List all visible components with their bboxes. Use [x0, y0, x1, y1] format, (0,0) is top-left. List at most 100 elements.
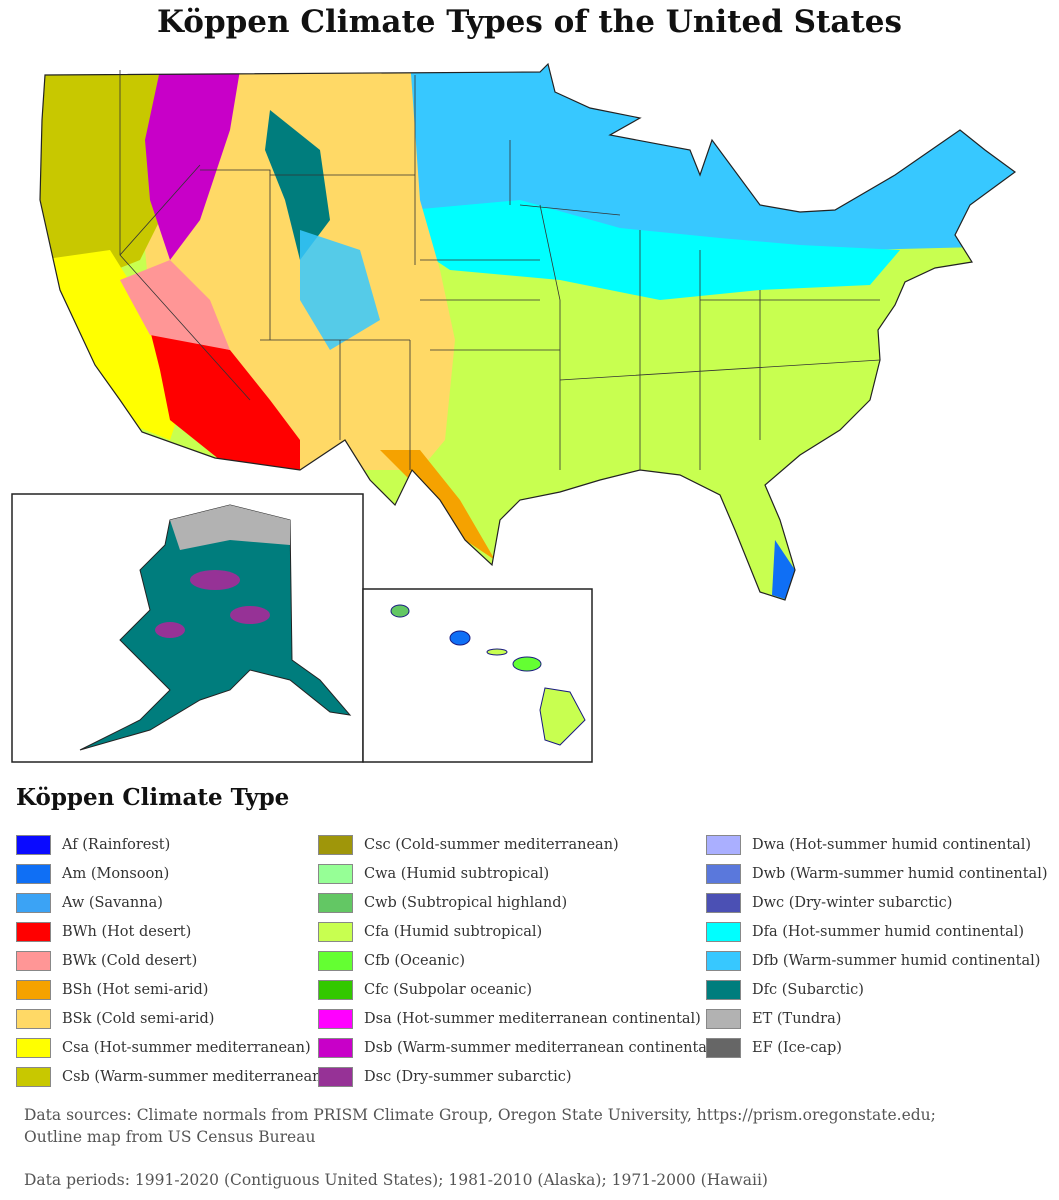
legend-item: Cwb (Subtropical highland) — [318, 888, 717, 917]
legend-label: Cwb (Subtropical highland) — [364, 894, 568, 911]
legend-label: Am (Monsoon) — [62, 865, 170, 882]
legend-label: BWh (Hot desert) — [62, 923, 192, 940]
legend-swatch — [318, 1008, 353, 1029]
legend-swatch — [706, 1037, 741, 1058]
legend-item: Dwa (Hot-summer humid continental) — [706, 830, 1048, 859]
legend-label: BWk (Cold desert) — [62, 952, 198, 969]
region-dfc — [265, 110, 330, 260]
legend-item: Dwc (Dry-winter subarctic) — [706, 888, 1048, 917]
legend-label: Cfa (Humid subtropical) — [364, 923, 543, 940]
legend-item: Cfc (Subpolar oceanic) — [318, 975, 717, 1004]
legend-item: Am (Monsoon) — [16, 859, 327, 888]
data-sources: Data sources: Climate normals from PRISM… — [24, 1106, 936, 1124]
legend-swatch — [318, 950, 353, 971]
map-title: Köppen Climate Types of the United State… — [157, 4, 902, 40]
legend-item: Dsc (Dry-summer subarctic) — [318, 1062, 717, 1091]
legend-label: Af (Rainforest) — [62, 836, 171, 853]
legend-label: BSh (Hot semi-arid) — [62, 981, 209, 998]
legend-item: BSk (Cold semi-arid) — [16, 1004, 327, 1033]
legend-label: Aw (Savanna) — [62, 894, 163, 911]
legend-swatch — [16, 863, 51, 884]
legend-item: ET (Tundra) — [706, 1004, 1048, 1033]
legend-label: Cfc (Subpolar oceanic) — [364, 981, 533, 998]
legend-item: Dsa (Hot-summer mediterranean continenta… — [318, 1004, 717, 1033]
legend-swatch — [318, 863, 353, 884]
legend-column: Af (Rainforest) Am (Monsoon) Aw (Savanna) B… — [16, 830, 327, 1091]
legend-swatch — [706, 950, 741, 971]
legend-item: Csc (Cold-summer mediterranean) — [318, 830, 717, 859]
legend-swatch — [318, 834, 353, 855]
legend-swatch — [16, 1037, 51, 1058]
legend-label: Csa (Hot-summer mediterranean) — [62, 1039, 311, 1056]
legend-label: Dsb (Warm-summer mediterranean continent… — [364, 1039, 718, 1056]
legend-swatch — [318, 979, 353, 1000]
legend-item: BSh (Hot semi-arid) — [16, 975, 327, 1004]
region-csa — [40, 250, 190, 440]
legend-item: BWk (Cold desert) — [16, 946, 327, 975]
legend-swatch — [706, 921, 741, 942]
legend-label: Csb (Warm-summer mediterranean) — [62, 1068, 328, 1085]
legend-swatch — [16, 1008, 51, 1029]
legend-swatch — [16, 892, 51, 913]
legend-title: Köppen Climate Type — [16, 784, 290, 811]
legend-item: EF (Ice-cap) — [706, 1033, 1048, 1062]
legend-label: Cfb (Oceanic) — [364, 952, 465, 969]
legend-label: Dfa (Hot-summer humid continental) — [752, 923, 1025, 940]
legend-item: BWh (Hot desert) — [16, 917, 327, 946]
legend-swatch — [318, 1037, 353, 1058]
legend-label: Dsc (Dry-summer subarctic) — [364, 1068, 572, 1085]
legend-label: Dfb (Warm-summer humid continental) — [752, 952, 1041, 969]
legend-swatch — [318, 921, 353, 942]
alaska — [79, 504, 352, 751]
legend-label: Csc (Cold-summer mediterranean) — [364, 836, 619, 853]
legend-column: Dwa (Hot-summer humid continental) Dwb (W… — [706, 830, 1048, 1062]
legend-label: EF (Ice-cap) — [752, 1039, 842, 1056]
legend-column: Csc (Cold-summer mediterranean) Cwa (Humi… — [318, 830, 717, 1091]
legend-swatch — [706, 979, 741, 1000]
legend-swatch — [706, 834, 741, 855]
legend-item: Dfa (Hot-summer humid continental) — [706, 917, 1048, 946]
legend-item: Dwb (Warm-summer humid continental) — [706, 859, 1048, 888]
legend-label: Dfc (Subarctic) — [752, 981, 864, 998]
legend-label: Dwb (Warm-summer humid continental) — [752, 865, 1048, 882]
legend-item: Dsb (Warm-summer mediterranean continent… — [318, 1033, 717, 1062]
region-dfa — [410, 200, 900, 300]
legend-item: Cfb (Oceanic) — [318, 946, 717, 975]
legend-label: Dwc (Dry-winter subarctic) — [752, 894, 953, 911]
region-dsb — [145, 70, 240, 260]
legend-item: Cfa (Humid subtropical) — [318, 917, 717, 946]
region-dfb-rockies — [300, 230, 380, 350]
alaska-tundra — [170, 505, 290, 550]
region-bwh — [150, 330, 300, 470]
legend-item: Csa (Hot-summer mediterranean) — [16, 1033, 327, 1062]
hawaii-islands — [390, 604, 586, 746]
legend-item: Af (Rainforest) — [16, 830, 327, 859]
legend-item: Csb (Warm-summer mediterranean) — [16, 1062, 327, 1091]
legend-swatch — [16, 1066, 51, 1087]
legend-label: Cwa (Humid subtropical) — [364, 865, 550, 882]
outline-source: Outline map from US Census Bureau — [24, 1128, 316, 1146]
legend-swatch — [706, 863, 741, 884]
legend-swatch — [16, 979, 51, 1000]
legend-item: Aw (Savanna) — [16, 888, 327, 917]
alaska-dsc — [155, 570, 270, 638]
legend-item: Dfb (Warm-summer humid continental) — [706, 946, 1048, 975]
legend-label: Dsa (Hot-summer mediterranean continenta… — [364, 1010, 701, 1027]
legend-swatch — [318, 1066, 353, 1087]
legend-label: ET (Tundra) — [752, 1010, 842, 1027]
legend-label: BSk (Cold semi-arid) — [62, 1010, 215, 1027]
legend-label: Dwa (Hot-summer humid continental) — [752, 836, 1032, 853]
region-bwk — [120, 260, 230, 350]
legend-swatch — [706, 892, 741, 913]
legend-swatch — [318, 892, 353, 913]
legend-swatch — [706, 1008, 741, 1029]
climate-map — [11, 63, 1016, 763]
legend-item: Cwa (Humid subtropical) — [318, 859, 717, 888]
state-borders — [119, 70, 881, 470]
legend-item: Dfc (Subarctic) — [706, 975, 1048, 1004]
legend-swatch — [16, 834, 51, 855]
region-am — [772, 540, 795, 600]
data-periods: Data periods: 1991-2020 (Contiguous Unit… — [24, 1171, 768, 1189]
legend-swatch — [16, 921, 51, 942]
legend-swatch — [16, 950, 51, 971]
